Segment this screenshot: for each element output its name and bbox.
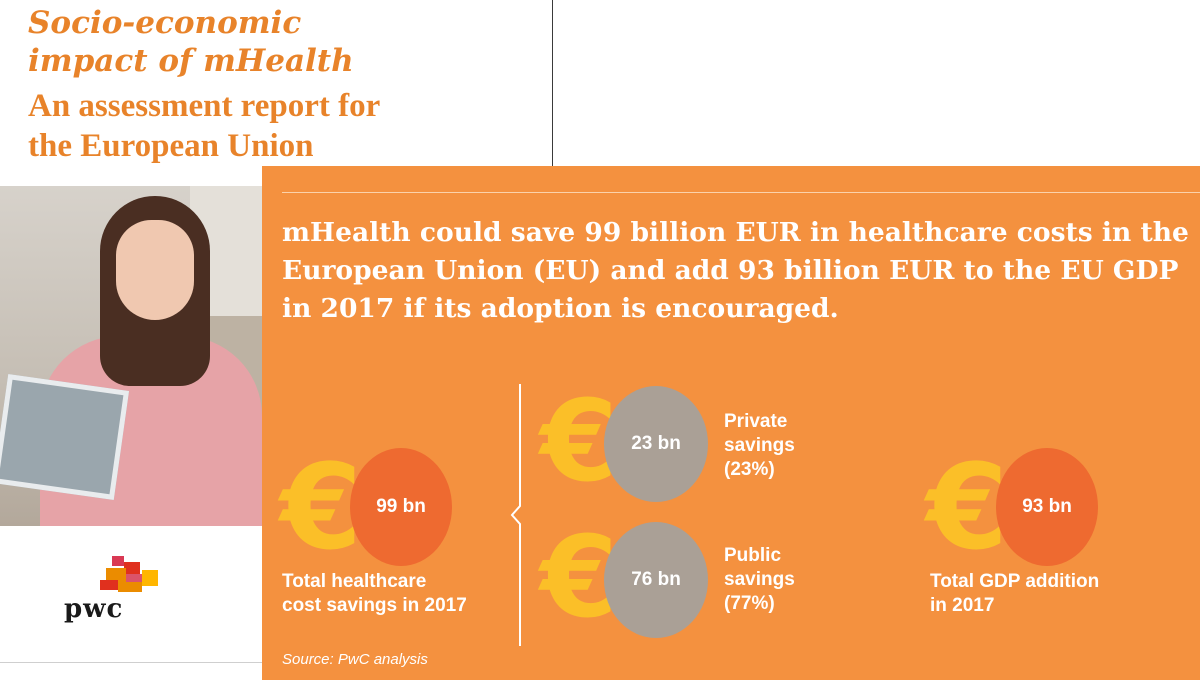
private-savings-label-line-3: (23%) xyxy=(724,459,775,480)
public-savings-label-line-2: savings xyxy=(724,569,795,590)
public-savings-label-line-1: Public xyxy=(724,545,782,566)
top-divider xyxy=(282,192,1200,193)
total-savings-circle: 99 bn xyxy=(350,448,452,566)
total-savings-label-line-2: cost savings in 2017 xyxy=(282,595,467,616)
public-savings-circle: 76 bn xyxy=(604,522,708,638)
headline-line-1: mHealth could save 99 billion EUR in hea… xyxy=(282,217,1189,248)
total-savings-label-line-1: Total healthcare xyxy=(282,571,427,592)
total-savings-value: 99 bn xyxy=(376,496,426,517)
cover-title-line-2: impact of mHealth xyxy=(28,43,354,79)
cover-title: Socio-economic impact of mHealth xyxy=(28,4,354,80)
pwc-logo-icon xyxy=(100,556,158,592)
gdp-addition-circle: 93 bn xyxy=(996,448,1098,566)
euro-icon: € xyxy=(280,438,363,576)
photo-nurse-face xyxy=(116,220,194,320)
infographic-headline: mHealth could save 99 billion EUR in hea… xyxy=(282,214,1197,328)
headline-line-2: European Union (EU) and add 93 billion E… xyxy=(282,255,1179,286)
gdp-addition-label-line-1: Total GDP addition xyxy=(930,571,1100,592)
gdp-addition-value: 93 bn xyxy=(1022,496,1072,517)
euro-icon: € xyxy=(926,438,1009,576)
pwc-logo-text: pwc xyxy=(64,594,124,624)
private-savings-label-line-1: Private xyxy=(724,411,788,432)
public-savings-value: 76 bn xyxy=(631,569,681,590)
total-savings-label: Total healthcare cost savings in 2017 xyxy=(282,570,467,618)
private-savings-value: 23 bn xyxy=(631,433,681,454)
private-savings-label: Private savings (23%) xyxy=(724,410,795,482)
photo-tablet xyxy=(0,374,130,500)
source-note: Source: PwC analysis xyxy=(282,651,428,668)
brace-divider xyxy=(510,384,521,646)
infographic-panel: mHealth could save 99 billion EUR in hea… xyxy=(262,166,1200,680)
gdp-addition-label-line-2: in 2017 xyxy=(930,595,995,616)
headline-line-3: in 2017 if its adoption is encouraged. xyxy=(282,293,839,324)
cover-title-line-1: Socio-economic xyxy=(28,5,302,41)
cover-subtitle-line-1: An assessment report for xyxy=(28,88,381,124)
public-savings-label: Public savings (77%) xyxy=(724,544,795,616)
cover-subtitle: An assessment report for the European Un… xyxy=(28,86,380,166)
cover-subtitle-line-2: the European Union xyxy=(28,128,314,164)
private-savings-circle: 23 bn xyxy=(604,386,708,502)
gdp-addition-label: Total GDP addition in 2017 xyxy=(930,570,1099,618)
public-savings-label-line-3: (77%) xyxy=(724,593,775,614)
nurse-with-tablet-photo xyxy=(0,186,262,526)
private-savings-label-line-2: savings xyxy=(724,435,795,456)
